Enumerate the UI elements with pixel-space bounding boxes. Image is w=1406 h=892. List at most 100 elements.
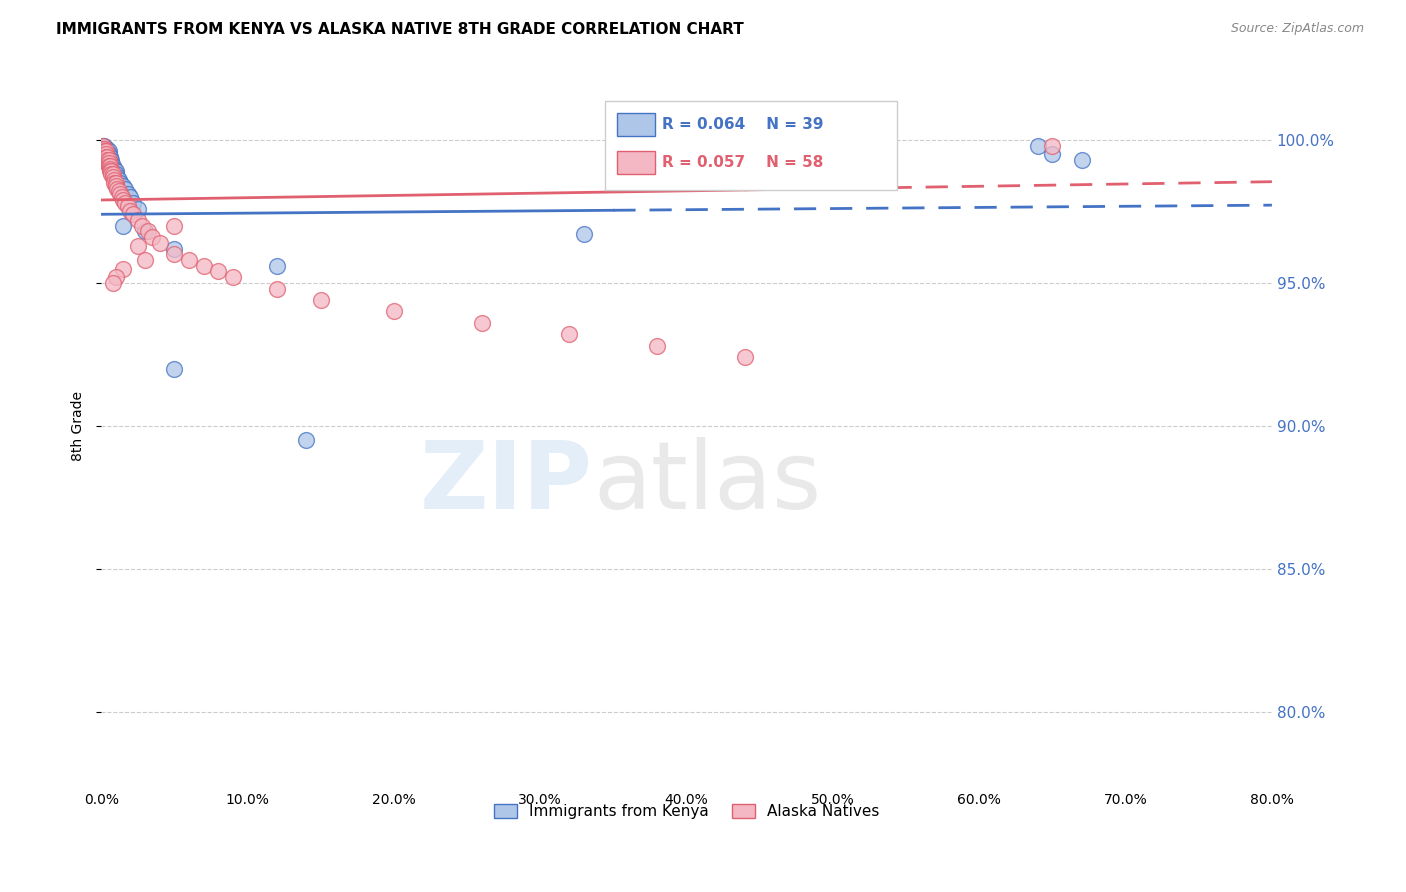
Point [101,167,124,181]
Point [163,219,186,233]
Point [177,252,200,267]
Point [382,304,405,318]
Point [131,219,153,233]
Point [101,276,124,290]
Point [114,195,136,210]
FancyBboxPatch shape [605,101,897,190]
Point [105,181,128,195]
Point [91,138,114,153]
Point [96,145,118,159]
Point [94,142,117,156]
Point [127,238,149,252]
Point [117,199,139,213]
Point [111,190,134,204]
Point [94,147,117,161]
Point [107,173,129,187]
Point [93,147,115,161]
Point [112,261,135,276]
Point [93,145,115,159]
Point [163,242,186,256]
Point [645,339,668,353]
Point [112,193,135,207]
Legend: Immigrants from Kenya, Alaska Natives: Immigrants from Kenya, Alaska Natives [488,798,886,825]
Point [96,150,118,164]
Point [122,195,145,210]
Point [122,207,145,221]
Point [1042,138,1064,153]
Point [163,247,186,261]
Point [127,202,149,216]
Point [193,259,215,273]
Point [120,204,142,219]
Point [100,156,122,170]
Point [104,164,127,178]
Point [100,153,122,167]
Point [1026,138,1049,153]
Text: Source: ZipAtlas.com: Source: ZipAtlas.com [1230,22,1364,36]
Point [309,293,332,307]
Point [104,167,127,181]
Point [734,350,756,364]
Point [91,138,114,153]
Point [110,176,132,190]
Point [558,327,581,342]
Point [266,282,288,296]
Point [93,138,115,153]
Point [94,145,117,159]
Point [100,164,122,178]
Point [107,185,129,199]
Point [134,224,156,238]
Text: R = 0.064    N = 39: R = 0.064 N = 39 [662,117,824,132]
Point [94,145,117,159]
Text: IMMIGRANTS FROM KENYA VS ALASKA NATIVE 8TH GRADE CORRELATION CHART: IMMIGRANTS FROM KENYA VS ALASKA NATIVE 8… [56,22,744,37]
Point [163,361,186,376]
Point [117,187,139,202]
Point [96,142,118,156]
Point [149,235,172,250]
FancyBboxPatch shape [617,112,655,136]
Point [98,161,121,176]
Point [105,170,128,185]
Point [103,173,125,187]
Point [101,161,124,176]
Point [97,153,120,167]
Point [104,178,127,193]
Text: R = 0.057    N = 58: R = 0.057 N = 58 [662,154,824,169]
Text: ZIP: ZIP [420,437,593,529]
FancyBboxPatch shape [617,151,655,174]
Point [98,150,121,164]
Point [112,219,135,233]
Point [103,176,125,190]
Point [94,147,117,161]
Point [141,230,163,244]
Point [112,178,135,193]
Point [266,259,288,273]
Point [110,187,132,202]
Point [91,142,114,156]
Point [120,190,142,204]
Point [98,153,121,167]
Point [101,159,124,173]
Point [93,142,115,156]
Point [94,150,117,164]
Point [96,153,118,167]
Point [136,224,159,238]
Point [114,181,136,195]
Point [207,264,229,278]
Point [471,316,494,330]
Point [103,161,125,176]
Point [93,142,115,156]
Point [1070,153,1092,167]
Y-axis label: 8th Grade: 8th Grade [72,391,86,461]
Point [104,176,127,190]
Point [101,170,124,185]
Point [96,150,118,164]
Point [98,159,121,173]
Point [104,270,127,285]
Point [1042,147,1064,161]
Point [96,156,118,170]
Point [97,159,120,173]
Point [572,227,595,242]
Point [127,213,149,227]
Point [100,167,122,181]
